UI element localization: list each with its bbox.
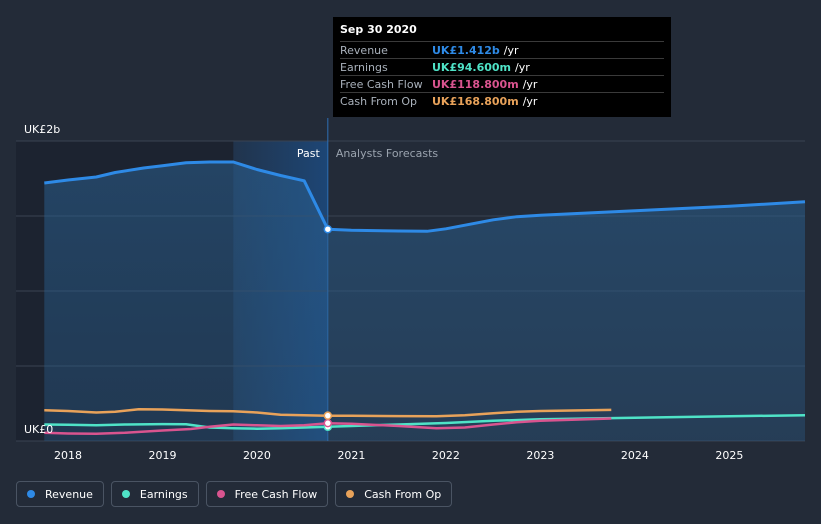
x-tick-label: 2018 (54, 449, 82, 462)
tooltip-name: Cash From Op (340, 94, 418, 108)
fcf-marker (323, 418, 333, 428)
tooltip-row-earnings: Earnings UK£94.600m /yr (340, 59, 664, 76)
legend-dot-icon (27, 490, 35, 498)
legend-label: Cash From Op (364, 487, 442, 501)
cfo-line-past (44, 407, 328, 417)
fcf-line-past (44, 421, 328, 436)
x-tick-label: 2019 (148, 449, 176, 462)
legend-dot-icon (121, 490, 130, 498)
past-label: Past (297, 147, 321, 160)
tooltip-unit: /yr (522, 94, 538, 108)
y-axis-bottom-label: UK£0 (24, 423, 53, 436)
tooltip-value: UK£1.412b (432, 43, 500, 57)
tooltip-name: Revenue (340, 43, 388, 57)
tooltip-row-cfo: Cash From Op UK£168.800m /yr (340, 93, 664, 109)
chart-tooltip: Sep 30 2020 Revenue UK£1.412b /yr Earnin… (333, 17, 671, 117)
legend-item-cash-from-op[interactable]: Cash From Op (335, 481, 453, 507)
legend-item-earnings[interactable]: Earnings (110, 481, 199, 507)
x-tick-label: 2025 (715, 449, 743, 462)
tooltip-date: Sep 30 2020 (340, 23, 664, 42)
legend-item-revenue[interactable]: Revenue (16, 481, 104, 507)
chart-legend: Revenue Earnings Free Cash Flow Cash Fro… (16, 481, 453, 507)
earnings-line-past (44, 422, 328, 430)
x-tick-label: 2021 (337, 449, 365, 462)
fcf-line-forecast (327, 417, 612, 430)
legend-item-free-cash-flow[interactable]: Free Cash Flow (205, 481, 329, 507)
legend-label: Earnings (139, 487, 188, 501)
legend-label: Free Cash Flow (234, 487, 318, 501)
cfo-line-forecast (327, 408, 612, 418)
x-tick-label: 2020 (243, 449, 271, 462)
y-axis-top-label: UK£2b (24, 123, 60, 136)
tooltip-name: Free Cash Flow (340, 77, 423, 91)
tooltip-unit: /yr (515, 60, 530, 74)
x-tick-label: 2023 (526, 449, 554, 462)
tooltip-row-revenue: Revenue UK£1.412b /yr (340, 42, 664, 59)
tooltip-value: UK£168.800m (432, 94, 519, 108)
revenue-line-forecast (327, 200, 806, 233)
revenue-marker (323, 224, 333, 234)
cfo-marker (323, 411, 333, 420)
tooltip-unit: /yr (503, 43, 519, 57)
revenue-area (44, 162, 806, 441)
x-tick-label: 2024 (621, 449, 649, 462)
legend-dot-icon (346, 490, 355, 498)
legend-dot-icon (216, 490, 225, 498)
tooltip-value: UK£118.800m (432, 77, 519, 91)
revenue-line-past (44, 160, 330, 230)
tooltip-row-fcf: Free Cash Flow UK£118.800m /yr (340, 76, 664, 93)
legend-label: Revenue (45, 487, 93, 501)
forecast-label: Analysts Forecasts (336, 147, 439, 160)
tooltip-unit: /yr (522, 77, 538, 91)
tooltip-name: Earnings (340, 60, 388, 74)
tooltip-value: UK£94.600m (432, 60, 512, 74)
x-tick-label: 2022 (432, 449, 460, 462)
